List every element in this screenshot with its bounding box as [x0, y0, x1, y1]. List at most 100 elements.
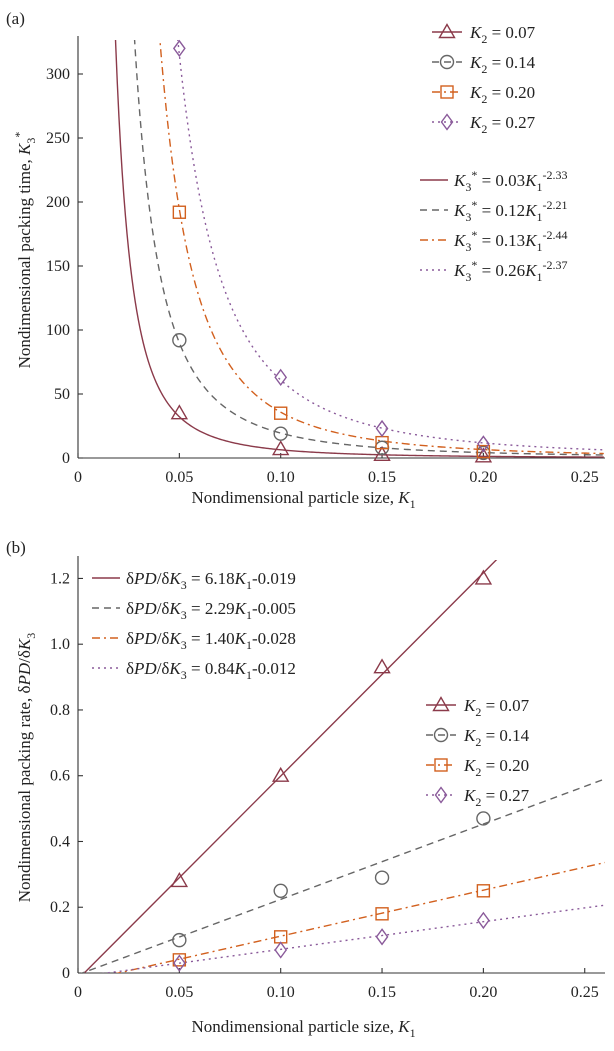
- fit-line-diamond: [101, 904, 605, 973]
- legend-marker-diamond: [440, 113, 454, 131]
- y-axis-label: Nondimensional packing rate, δPD/δK3: [15, 633, 38, 902]
- legend-marker-square: [440, 85, 454, 99]
- data-point-diamond: [274, 941, 288, 959]
- data-point-square: [476, 884, 491, 898]
- data-point-circle: [273, 426, 288, 441]
- data-point-circle: [476, 811, 491, 826]
- legend-label: K2 = 0.14: [469, 53, 536, 76]
- legend-fit-label: K3* = 0.26K1-2.37: [453, 258, 568, 284]
- data-point-diamond: [274, 368, 288, 387]
- legend-label: K2 = 0.27: [463, 786, 530, 809]
- legend-item-fit: δPD/δK3 = 0.84K1-0.012: [92, 659, 296, 682]
- x-tick-label: 0.10: [267, 469, 295, 486]
- fit-line-square: [159, 40, 604, 455]
- y-tick-label: 100: [46, 322, 70, 339]
- data-point-square: [273, 406, 288, 420]
- data-point-circle: [374, 870, 390, 885]
- x-tick-label: 0.10: [267, 984, 295, 1001]
- legend-fit-label: δPD/δK3 = 6.18K1-0.019: [126, 569, 296, 592]
- fit-line-circle: [80, 778, 605, 973]
- x-tick-label: 0.15: [368, 984, 396, 1001]
- data-point-diamond: [172, 954, 186, 972]
- legend-marker-circle: [433, 727, 449, 743]
- x-tick-label: 0.25: [571, 984, 599, 1001]
- legend-item-marker: K2 = 0.27: [426, 786, 530, 809]
- legend-item-marker: K2 = 0.20: [432, 83, 535, 106]
- panel-a: (a) 0 0.05 0.10 0.15 0.20 0.25 0 50 100 150 200 250 3…: [6, 9, 605, 511]
- legend-label: K2 = 0.07: [469, 23, 536, 46]
- x-axis-label: Nondimensional particle size, K1: [192, 1017, 416, 1040]
- data-point-square: [172, 205, 187, 219]
- data-point-diamond: [172, 39, 186, 58]
- legend-marker-diamond: [434, 786, 448, 804]
- y-tick-label: 250: [46, 130, 70, 147]
- x-tick-label: 0.05: [165, 469, 193, 486]
- x-axis-label: Nondimensional particle size, K1: [192, 488, 416, 511]
- data-point-triangle: [170, 404, 189, 420]
- y-axis-label-group: Nondimensional packing rate, δPD/δK3: [15, 633, 38, 902]
- legend-label: K2 = 0.27: [469, 113, 536, 136]
- legend-marker-square: [434, 758, 448, 772]
- data-point-circle: [273, 883, 288, 898]
- y-tick-label: 50: [54, 386, 70, 403]
- data-point-diamond: [477, 435, 490, 453]
- legend-item-fit: δPD/δK3 = 6.18K1-0.019: [92, 569, 296, 592]
- legend-label: K2 = 0.20: [469, 83, 535, 106]
- data-point-square: [172, 953, 187, 967]
- y-tick-label: 150: [46, 258, 70, 275]
- fit-line-triangle: [83, 560, 498, 973]
- y-tick-label: 200: [46, 194, 70, 211]
- legend-item-marker: K2 = 0.07: [426, 696, 530, 719]
- legend-label: K2 = 0.14: [463, 726, 530, 749]
- y-tick-label: 0.6: [50, 768, 70, 785]
- y-tick-label: 0.8: [50, 702, 70, 719]
- legend-fit-label: δPD/δK3 = 1.40K1-0.028: [126, 629, 296, 652]
- fit-line-diamond: [177, 40, 604, 451]
- legend-fit-label: δPD/δK3 = 2.29K1-0.005: [126, 599, 296, 622]
- legend-item-marker: K2 = 0.14: [426, 726, 530, 749]
- legend-item-fit: δPD/δK3 = 1.40K1-0.028: [92, 629, 296, 652]
- data-point-triangle: [474, 569, 493, 585]
- fit-line-square: [115, 861, 605, 973]
- legend-item-fit: K3* = 0.12K1-2.21: [420, 198, 568, 224]
- x-tick-label: 0.20: [469, 469, 497, 486]
- data-point-triangle: [474, 447, 493, 463]
- y-tick-label: 0: [62, 450, 70, 467]
- data-point-diamond: [375, 419, 389, 438]
- y-tick-label: 1.2: [50, 570, 70, 587]
- legend-fit-label: K3* = 0.03K1-2.33: [453, 168, 568, 194]
- y-tick-label: 0.4: [50, 833, 70, 850]
- legend-marker-triangle: [438, 23, 456, 39]
- fit-line-circle: [133, 40, 604, 456]
- legend-fit-label: K3* = 0.12K1-2.21: [453, 198, 568, 224]
- fit-line-triangle: [114, 40, 604, 458]
- legend-fit-label: K3* = 0.13K1-2.44: [453, 228, 568, 254]
- legend-item-fit: K3* = 0.03K1-2.33: [420, 168, 568, 194]
- data-point-square: [476, 444, 491, 459]
- data-point-triangle: [271, 766, 290, 782]
- data-point-triangle: [271, 440, 290, 456]
- y-tick-label: 1.0: [50, 636, 70, 653]
- panel-label: (a): [6, 9, 25, 28]
- panel-label: (b): [6, 538, 26, 557]
- legend-item-fit: K3* = 0.26K1-2.37: [420, 258, 568, 284]
- data-point-circle: [172, 932, 187, 948]
- legend-item-marker: K2 = 0.07: [432, 23, 536, 46]
- legend-marker-circle: [439, 54, 455, 70]
- plot-area: [114, 40, 604, 458]
- legend-item-fit: δPD/δK3 = 2.29K1-0.005: [92, 599, 296, 622]
- data-point-diamond: [375, 928, 389, 946]
- y-tick-label: 0: [62, 965, 70, 982]
- legend-item-marker: K2 = 0.20: [426, 756, 529, 779]
- legend-label: K2 = 0.20: [463, 756, 529, 779]
- x-tick-label: 0.20: [469, 984, 497, 1001]
- legend-fit-label: δPD/δK3 = 0.84K1-0.012: [126, 659, 296, 682]
- x-tick-label: 0.25: [571, 469, 599, 486]
- y-axis-label: Nondimensional packing time, K3*: [12, 132, 38, 369]
- y-tick-label: 300: [46, 66, 70, 83]
- plot-area: [80, 560, 605, 973]
- legend-item-fit: K3* = 0.13K1-2.44: [420, 228, 568, 254]
- data-point-circle: [172, 333, 187, 348]
- x-tick-label: 0.05: [165, 984, 193, 1001]
